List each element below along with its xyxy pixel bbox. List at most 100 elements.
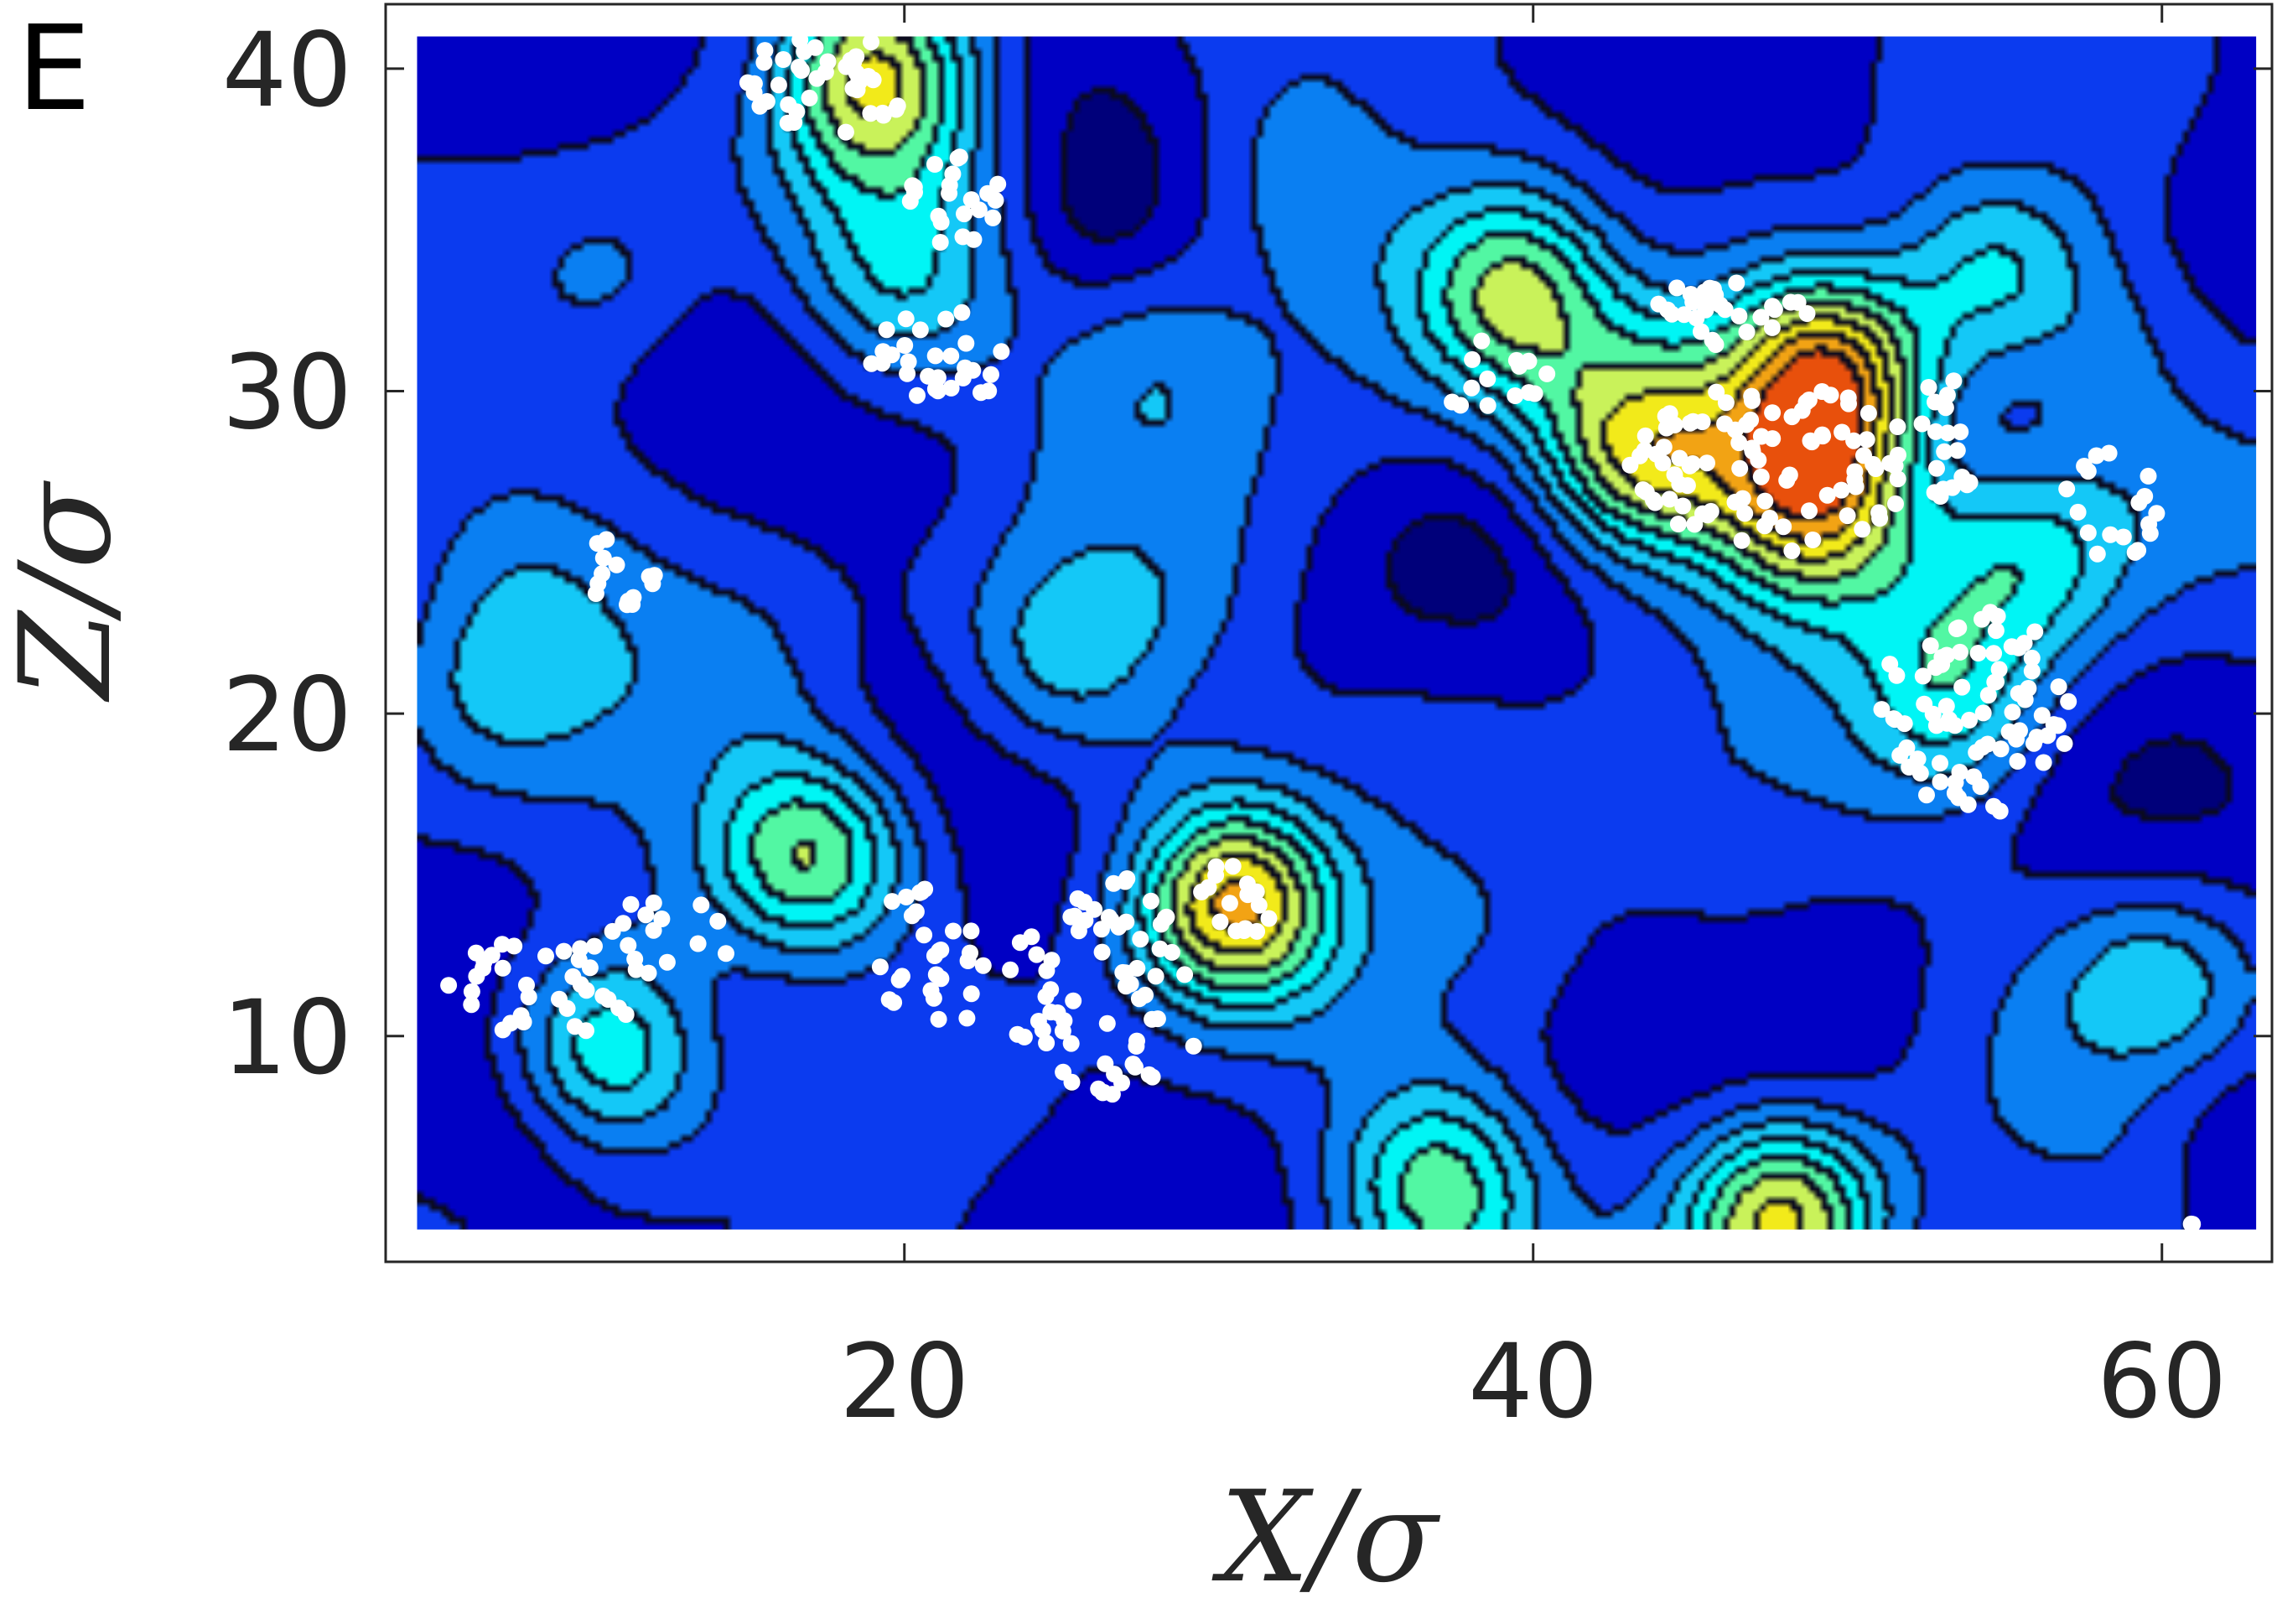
particle-point [1890,446,1906,464]
particle-point [620,937,637,954]
particle-point [1730,307,1748,324]
particle-point [883,346,900,364]
particle-point [2033,707,2051,724]
particle-point [2076,458,2093,475]
ticks [386,4,2272,1262]
particle-point [980,382,998,400]
particle-point [1991,802,2009,820]
particle-point [983,366,999,383]
particle-point [930,1010,947,1028]
particle-point [1028,946,1045,963]
particle-point [962,922,980,940]
particle-point [2011,722,2028,739]
particle-point [1507,351,1525,369]
particle-point [1952,423,1969,441]
particle-point [1889,470,1906,488]
particle-point [1070,922,1087,940]
particle-point [1979,687,1997,704]
particle-point [1002,961,1019,978]
particle-point [1127,1058,1144,1076]
particle-point [2020,680,2037,697]
particle-point [564,968,582,985]
particle-point [1802,432,1819,449]
particle-point [911,321,929,339]
particle-point [1756,492,1774,510]
particle-point [1062,1035,1080,1052]
particle-point [1113,1074,1130,1092]
particle-point [862,105,879,122]
particle-point [1654,454,1672,472]
particle-point [1065,992,1082,1009]
particle-point [1023,928,1040,946]
particle-point [2025,734,2042,752]
particle-point [1969,645,1987,662]
particle-point [871,958,889,976]
particle-point [1752,428,1770,445]
particle-point [1144,1010,1161,1028]
particle-point [922,982,940,999]
particle-point [2140,467,2157,485]
particle-point [1211,913,1229,931]
particle-point [1946,717,1963,734]
particle-point [570,951,588,968]
particle-point [2058,480,2076,498]
particle-point [1674,497,1692,515]
particle-point [2010,639,2027,656]
particle-point [1896,715,1913,733]
particle-point [909,387,926,404]
particle-point [2004,703,2021,721]
x-tick-label: 20 [839,1322,969,1441]
particle-point [1678,477,1696,495]
particle-point [1693,323,1709,340]
particle-point [807,39,824,56]
particle-point [1855,447,1872,464]
particle-point [1239,886,1257,904]
particle-point [2035,754,2052,771]
x-tick-label: 60 [2097,1322,2227,1441]
particle-point [1743,387,1761,405]
particle-point [898,888,915,905]
particle-point [1684,455,1701,472]
particle-point [463,983,480,1000]
particle-point [512,1007,530,1025]
particle-point [2114,528,2132,546]
particle-point [745,75,763,92]
particle-point [2009,753,2026,770]
particle-point [1918,786,1935,804]
particle-point [775,51,792,68]
particle-point [2129,542,2147,559]
x-tick-label: 40 [1468,1322,1598,1441]
particle-point [1671,449,1688,467]
y-tick-label: 10 [222,978,352,1097]
particle-point [1934,480,1952,498]
plot-area [417,36,2257,1230]
y-axis-label: Z/σ [0,480,139,703]
particle-point [1764,404,1782,422]
particle-point [2023,649,2041,667]
particle-point [645,894,662,911]
particle-point [2182,1215,2200,1230]
particle-point [1834,423,1851,441]
particle-point [2079,524,2097,542]
particle-point [1038,1035,1056,1051]
particle-point [1859,404,1877,422]
particle-point [1734,490,1751,507]
particle-point [1846,471,1864,489]
particle-point [1657,407,1674,425]
particle-point [1668,279,1686,297]
particle-point [1686,516,1704,533]
particle-point [1103,1086,1121,1103]
particle-point [1731,459,1749,477]
particle-point [566,1018,584,1035]
particle-point [1766,301,1783,319]
particle-point [1858,431,1875,449]
particle-point [2088,545,2106,563]
particle-point [1889,418,1906,435]
particle-point [2102,526,2119,543]
particle-point [1009,1025,1026,1043]
particle-point [1946,785,1963,802]
particle-point [756,42,774,60]
particle-point [1801,502,1818,520]
particle-point [890,971,908,988]
particle-point [1520,384,1538,402]
